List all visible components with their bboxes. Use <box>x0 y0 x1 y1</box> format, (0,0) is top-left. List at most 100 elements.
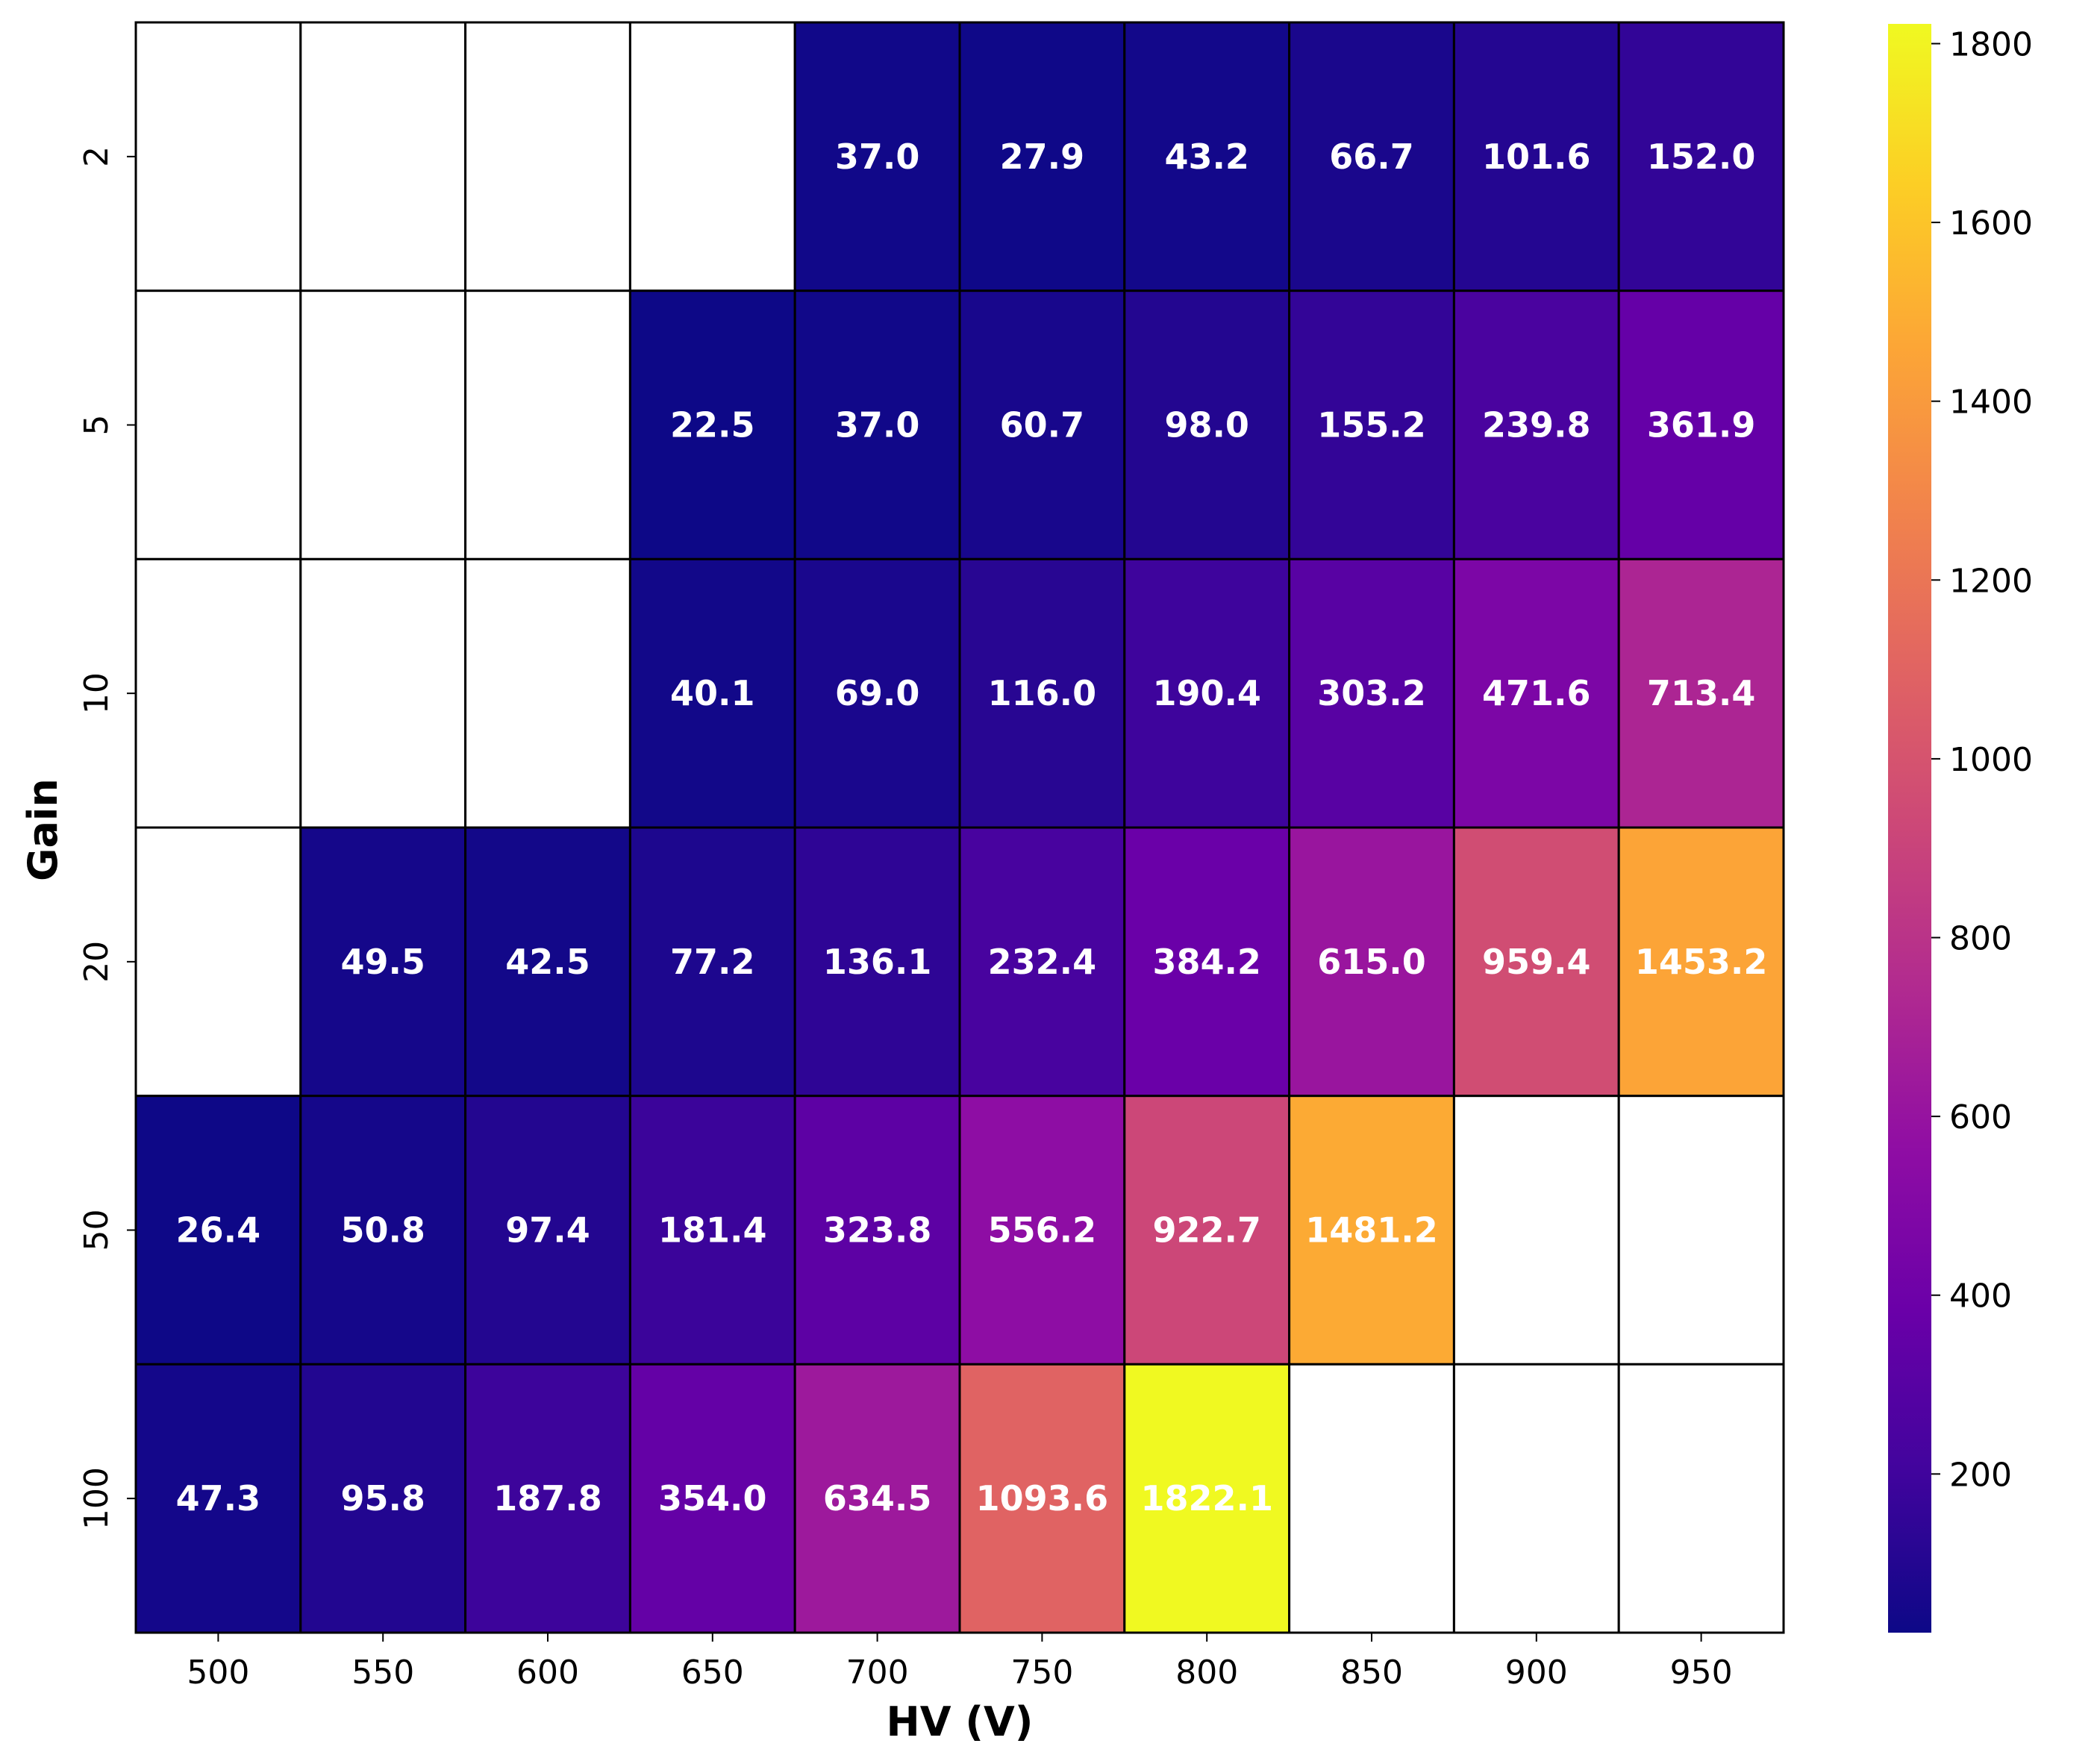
heatmap-cell <box>299 826 467 1098</box>
cell-value-label: 43.2 <box>1164 137 1249 177</box>
cell-value-label: 959.4 <box>1482 942 1591 982</box>
cell-value-label: 37.0 <box>835 137 920 177</box>
heatmap-cell <box>958 826 1126 1098</box>
y-tick-label: 10 <box>78 672 116 714</box>
cell-value-label: 69.0 <box>835 673 920 713</box>
heatmap-cell <box>793 290 961 560</box>
heatmap-cell <box>1288 826 1455 1098</box>
cell-value-label: 1093.6 <box>976 1478 1109 1519</box>
x-tick-label: 550 <box>351 1654 414 1692</box>
x-tick-label: 650 <box>681 1654 744 1692</box>
cell-value-label: 361.9 <box>1647 405 1756 445</box>
heatmap-cell <box>793 557 961 829</box>
heatmap-cell <box>1288 21 1455 293</box>
cell-value-label: 37.0 <box>835 405 920 445</box>
heatmap-cell <box>958 21 1126 293</box>
cell-value-label: 181.4 <box>658 1210 767 1251</box>
cell-value-label: 303.2 <box>1317 673 1426 713</box>
cell-value-label: 1822.1 <box>1140 1478 1273 1519</box>
heatmap-cells <box>134 21 1785 1634</box>
x-axis-title: HV (V) <box>887 1698 1034 1745</box>
cell-value-label: 190.4 <box>1152 673 1261 713</box>
heatmap-cell <box>134 826 302 1098</box>
heatmap-cell <box>628 557 796 829</box>
cell-value-label: 232.4 <box>988 942 1097 982</box>
colorbar-tick-label: 600 <box>1949 1098 2012 1136</box>
heatmap-cell <box>628 21 796 293</box>
heatmap-cell <box>1452 1095 1620 1366</box>
heatmap-cell <box>464 557 631 829</box>
cell-value-label: 47.3 <box>176 1478 261 1519</box>
colorbar-tick-label: 1600 <box>1949 204 2033 243</box>
heatmap-cell <box>299 290 467 560</box>
x-tick-label: 850 <box>1340 1654 1403 1692</box>
heatmap-cell <box>464 21 631 293</box>
heatmap-cell <box>299 1095 467 1366</box>
y-tick-label: 20 <box>78 941 116 983</box>
heatmap-cell <box>464 826 631 1098</box>
y-tick-label: 50 <box>78 1210 116 1251</box>
cell-value-label: 922.7 <box>1152 1210 1261 1251</box>
heatmap-cell <box>1617 557 1785 829</box>
cell-value-label: 40.1 <box>670 673 755 713</box>
heatmap-cell <box>134 557 302 829</box>
heatmap-cell <box>1123 557 1291 829</box>
cell-value-label: 60.7 <box>1000 405 1085 445</box>
heatmap-cell <box>299 557 467 829</box>
cell-value-label: 556.2 <box>988 1210 1097 1251</box>
cell-value-label: 187.8 <box>493 1478 602 1519</box>
colorbar-tick-label: 1200 <box>1949 562 2033 600</box>
heatmap-cell <box>1617 290 1785 560</box>
colorbar-tick-label: 400 <box>1949 1277 2012 1316</box>
y-axis-title: Gain <box>19 778 66 881</box>
x-tick-label: 800 <box>1175 1654 1238 1692</box>
cell-value-label: 136.1 <box>823 942 932 982</box>
cell-value-label: 323.8 <box>823 1210 932 1251</box>
cell-value-label: 49.5 <box>340 942 425 982</box>
y-tick-label: 2 <box>78 146 116 167</box>
heatmap-cell <box>1123 290 1291 560</box>
cell-value-label: 50.8 <box>340 1210 425 1251</box>
heatmap-cell <box>299 1363 467 1634</box>
heatmap-cell <box>628 826 796 1098</box>
heatmap-cell <box>464 1363 631 1634</box>
cell-value-label: 101.6 <box>1482 137 1591 177</box>
cell-value-label: 27.9 <box>1000 137 1085 177</box>
colorbar-tick-label: 1800 <box>1949 25 2033 63</box>
x-axis-ticks: 500 550 600 650 700 750 800 850 900 950 <box>187 1633 1733 1692</box>
colorbar-tick-label: 1400 <box>1949 384 2033 422</box>
cell-value-label: 152.0 <box>1647 137 1756 177</box>
heatmap-cell <box>1288 557 1455 829</box>
heatmap-cell <box>1617 1363 1785 1634</box>
cell-value-label: 77.2 <box>670 942 755 982</box>
heatmap-cell <box>134 21 302 293</box>
heatmap-cell <box>793 1363 961 1634</box>
heatmap-cell <box>958 1095 1126 1366</box>
colorbar-tick-label: 800 <box>1949 920 2012 958</box>
heatmap-cell <box>464 290 631 560</box>
heatmap-cell <box>1288 1363 1455 1634</box>
x-tick-label: 500 <box>187 1654 249 1692</box>
cell-value-label: 95.8 <box>340 1478 425 1519</box>
heatmap-cell <box>1617 826 1785 1098</box>
heatmap-cell <box>1617 1095 1785 1366</box>
x-tick-label: 900 <box>1505 1654 1568 1692</box>
cell-value-label: 26.4 <box>176 1210 261 1251</box>
x-tick-label: 700 <box>846 1654 909 1692</box>
heatmap-cell <box>1452 557 1620 829</box>
cell-value-label: 239.8 <box>1482 405 1591 445</box>
cell-value-label: 384.2 <box>1152 942 1261 982</box>
cell-value-label: 22.5 <box>670 405 755 445</box>
colorbar-ticks: 200 400 600 800 1000 1200 1400 1600 1800 <box>1931 25 2033 1494</box>
x-tick-label: 600 <box>516 1654 579 1692</box>
cell-value-label: 713.4 <box>1647 673 1756 713</box>
heatmap-cell <box>1452 826 1620 1098</box>
cell-value-label: 42.5 <box>505 942 590 982</box>
heatmap-cell <box>793 21 961 293</box>
cell-value-label: 155.2 <box>1317 405 1426 445</box>
cell-value-label: 615.0 <box>1317 942 1426 982</box>
cell-value-label: 471.6 <box>1482 673 1591 713</box>
cell-value-label: 354.0 <box>658 1478 767 1519</box>
heatmap-cell <box>1452 290 1620 560</box>
